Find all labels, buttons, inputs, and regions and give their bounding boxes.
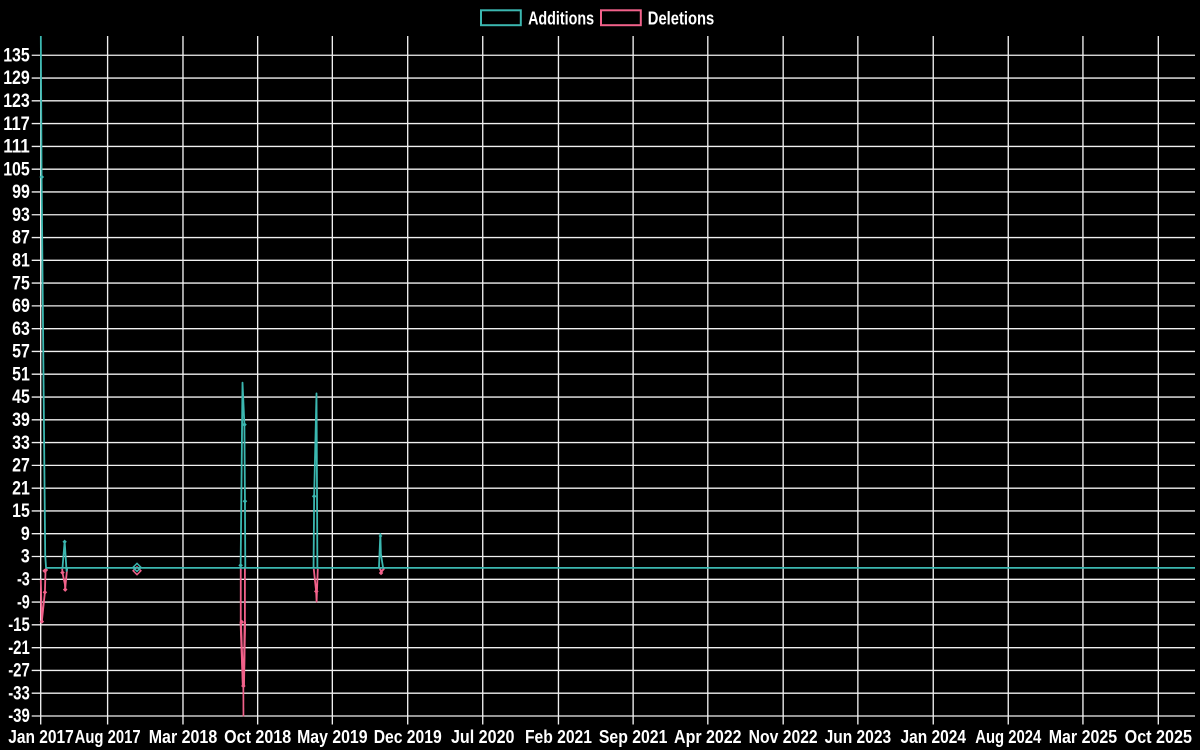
svg-text:21: 21: [12, 478, 30, 499]
svg-text:May 2019: May 2019: [297, 727, 367, 747]
svg-text:Deletions: Deletions: [648, 8, 714, 28]
svg-text:57: 57: [12, 342, 30, 363]
svg-text:33: 33: [12, 433, 30, 454]
svg-text:Aug 2017: Aug 2017: [75, 727, 141, 747]
svg-text:27: 27: [12, 456, 30, 477]
svg-text:123: 123: [3, 91, 30, 112]
svg-text:-3: -3: [17, 569, 30, 590]
svg-text:51: 51: [12, 364, 30, 385]
svg-text:93: 93: [12, 205, 30, 226]
svg-text:Oct 2025: Oct 2025: [1125, 727, 1192, 747]
svg-text:99: 99: [12, 182, 30, 203]
svg-text:Oct 2018: Oct 2018: [224, 727, 291, 747]
svg-text:Sep 2021: Sep 2021: [599, 727, 668, 747]
svg-text:Mar 2018: Mar 2018: [149, 727, 218, 747]
svg-text:105: 105: [3, 159, 30, 180]
svg-text:Feb 2021: Feb 2021: [525, 727, 592, 747]
svg-text:9: 9: [21, 524, 30, 545]
svg-text:15: 15: [12, 501, 30, 522]
svg-text:129: 129: [3, 68, 30, 89]
svg-text:-39: -39: [8, 706, 30, 727]
svg-text:Jul 2020: Jul 2020: [451, 727, 515, 747]
svg-text:Nov 2022: Nov 2022: [749, 727, 818, 747]
svg-text:Apr 2022: Apr 2022: [674, 727, 742, 747]
svg-text:Jun 2023: Jun 2023: [825, 727, 892, 747]
svg-text:Aug 2024: Aug 2024: [975, 727, 1041, 747]
svg-text:3: 3: [21, 547, 30, 568]
svg-text:-33: -33: [8, 683, 30, 704]
svg-text:75: 75: [12, 273, 30, 294]
svg-text:Mar 2025: Mar 2025: [1049, 727, 1118, 747]
svg-text:63: 63: [12, 319, 30, 340]
svg-text:-27: -27: [8, 661, 30, 682]
svg-text:-21: -21: [8, 638, 30, 659]
svg-text:81: 81: [12, 251, 30, 272]
svg-text:69: 69: [12, 296, 30, 317]
svg-text:Dec 2019: Dec 2019: [374, 727, 442, 747]
svg-text:Jan 2017: Jan 2017: [8, 727, 74, 747]
svg-text:-15: -15: [8, 615, 30, 636]
svg-text:-9: -9: [17, 592, 30, 613]
svg-text:111: 111: [3, 137, 30, 158]
svg-text:117: 117: [3, 114, 30, 135]
svg-text:Jan 2024: Jan 2024: [900, 727, 966, 747]
svg-text:Additions: Additions: [528, 8, 594, 28]
svg-text:45: 45: [12, 387, 30, 408]
svg-text:39: 39: [12, 410, 30, 431]
svg-text:87: 87: [12, 228, 30, 249]
svg-text:135: 135: [3, 45, 30, 66]
